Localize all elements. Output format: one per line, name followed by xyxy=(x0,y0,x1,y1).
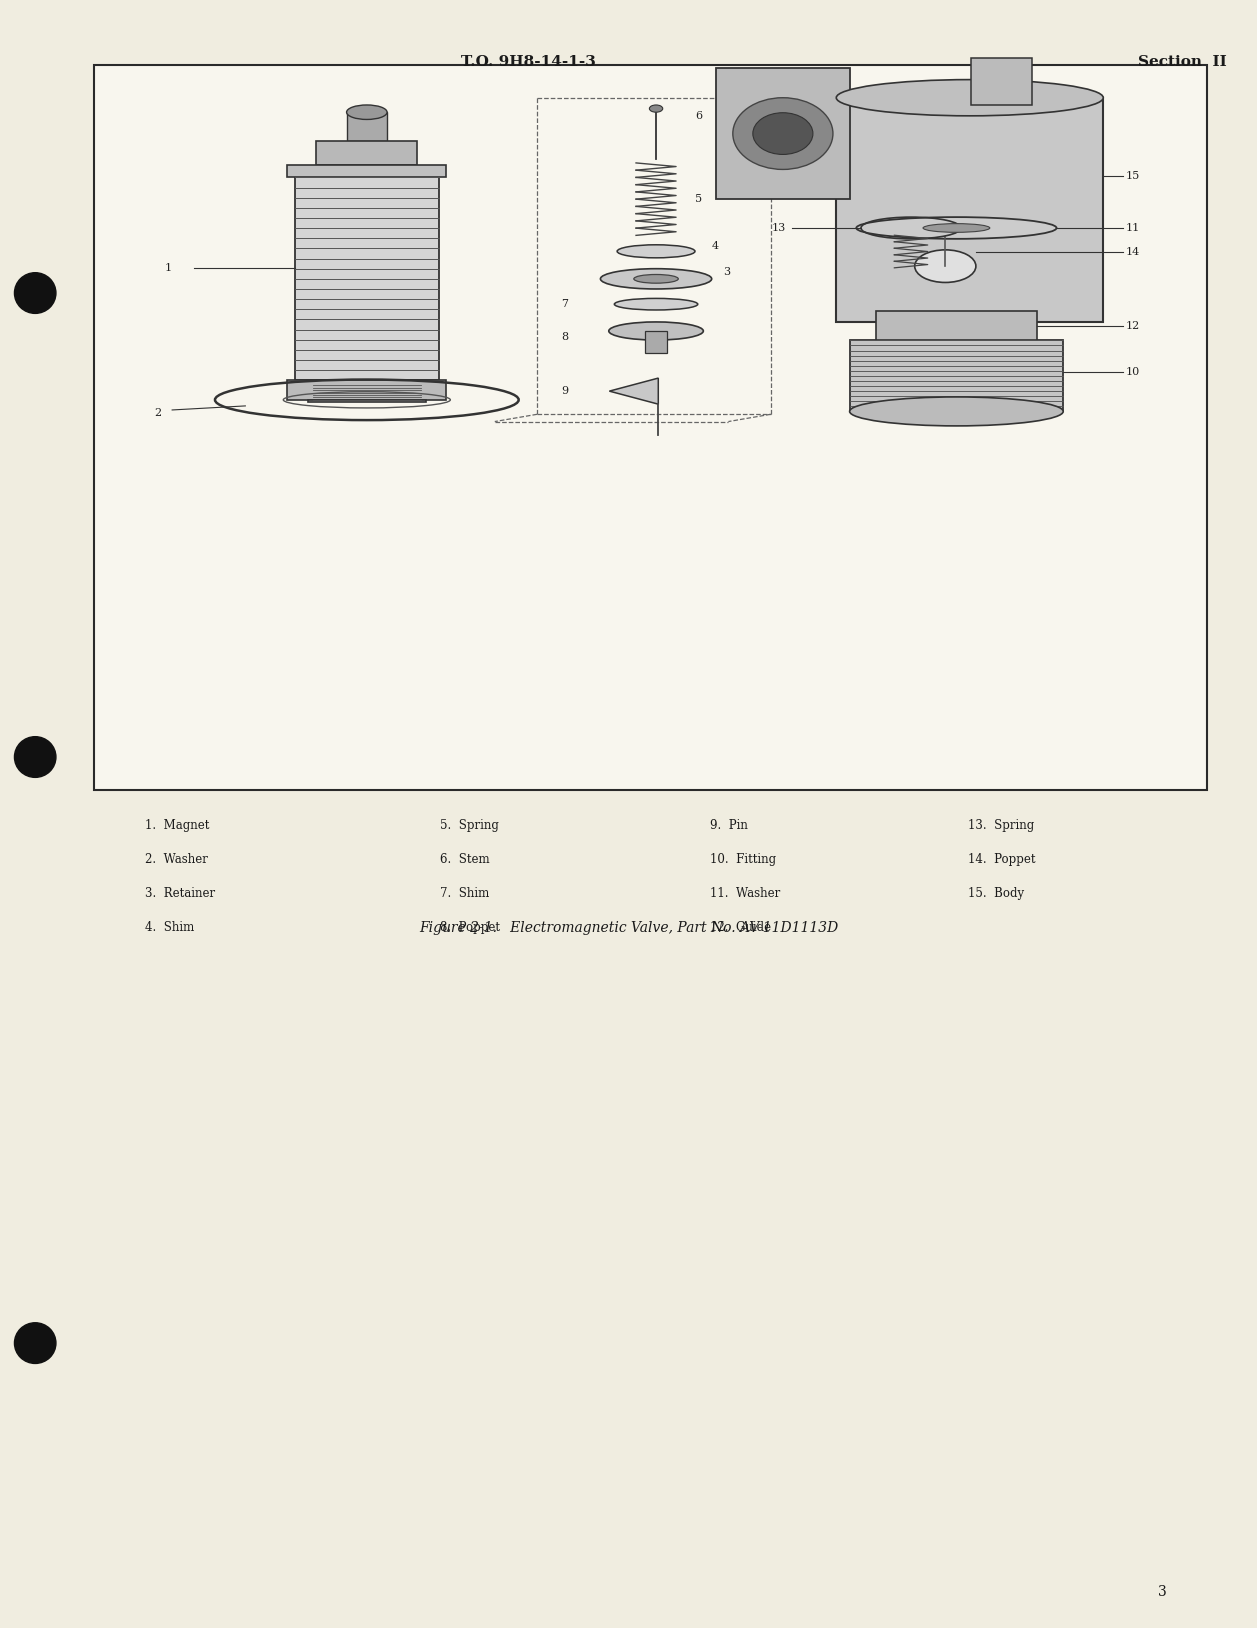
Text: 3: 3 xyxy=(1159,1584,1166,1599)
Ellipse shape xyxy=(615,298,698,309)
Text: 11.  Washer: 11. Washer xyxy=(710,887,781,900)
Text: 6: 6 xyxy=(695,111,703,120)
Ellipse shape xyxy=(634,275,679,283)
Bar xyxy=(716,68,850,199)
Text: 2.  Washer: 2. Washer xyxy=(145,853,207,866)
Text: 5.  Spring: 5. Spring xyxy=(440,819,499,832)
Ellipse shape xyxy=(617,244,695,257)
Bar xyxy=(288,381,446,400)
Ellipse shape xyxy=(856,217,1057,239)
Ellipse shape xyxy=(753,112,813,155)
Text: 7: 7 xyxy=(562,300,568,309)
Ellipse shape xyxy=(14,1322,55,1364)
Ellipse shape xyxy=(347,104,387,119)
Text: 12: 12 xyxy=(1125,321,1140,330)
Ellipse shape xyxy=(923,223,989,233)
Bar xyxy=(294,177,439,381)
Ellipse shape xyxy=(650,104,662,112)
Text: 12.  Guide: 12. Guide xyxy=(710,921,772,934)
Ellipse shape xyxy=(915,249,975,283)
Bar xyxy=(308,400,426,402)
Text: 10.  Fitting: 10. Fitting xyxy=(710,853,777,866)
Bar xyxy=(313,386,421,400)
Text: 15: 15 xyxy=(1125,171,1140,181)
Ellipse shape xyxy=(14,274,55,314)
Text: 1.  Magnet: 1. Magnet xyxy=(145,819,209,832)
Bar xyxy=(94,65,1207,790)
Bar xyxy=(645,330,667,353)
Bar xyxy=(317,142,417,164)
Text: 14: 14 xyxy=(1125,247,1140,257)
Ellipse shape xyxy=(733,98,833,169)
Ellipse shape xyxy=(608,322,704,340)
Bar xyxy=(850,340,1063,412)
Text: 5: 5 xyxy=(695,194,703,204)
Text: 6.  Stem: 6. Stem xyxy=(440,853,489,866)
Bar xyxy=(347,112,387,142)
Text: 8: 8 xyxy=(562,332,568,342)
Polygon shape xyxy=(610,378,659,404)
Text: 9: 9 xyxy=(562,386,568,396)
Text: 13.  Spring: 13. Spring xyxy=(968,819,1035,832)
Bar xyxy=(836,98,1104,322)
Ellipse shape xyxy=(836,80,1104,116)
Text: T.O. 9H8-14-1-3: T.O. 9H8-14-1-3 xyxy=(460,55,596,68)
Text: 2: 2 xyxy=(153,409,161,418)
Bar xyxy=(972,59,1032,104)
Text: 15.  Body: 15. Body xyxy=(968,887,1024,900)
Text: 8.  Poppet: 8. Poppet xyxy=(440,921,500,934)
Text: 3: 3 xyxy=(723,267,730,277)
Bar xyxy=(288,164,446,177)
Text: 3.  Retainer: 3. Retainer xyxy=(145,887,215,900)
Text: 13: 13 xyxy=(772,223,786,233)
Bar xyxy=(876,311,1037,340)
Ellipse shape xyxy=(601,269,711,290)
Text: 14.  Poppet: 14. Poppet xyxy=(968,853,1036,866)
Text: Figure 2-1.   Electromagnetic Valve, Part No. AV-11D1113D: Figure 2-1. Electromagnetic Valve, Part … xyxy=(419,921,838,936)
Text: 1: 1 xyxy=(165,264,172,274)
Ellipse shape xyxy=(14,736,55,778)
Text: 4.  Shim: 4. Shim xyxy=(145,921,194,934)
Text: 4: 4 xyxy=(711,241,719,251)
Text: 10: 10 xyxy=(1125,368,1140,378)
Text: Section  II: Section II xyxy=(1138,55,1227,68)
Text: 11: 11 xyxy=(1125,223,1140,233)
Text: 9.  Pin: 9. Pin xyxy=(710,819,748,832)
Ellipse shape xyxy=(850,397,1063,427)
Text: 7.  Shim: 7. Shim xyxy=(440,887,489,900)
